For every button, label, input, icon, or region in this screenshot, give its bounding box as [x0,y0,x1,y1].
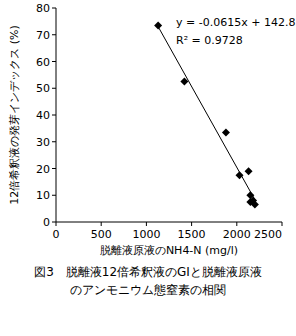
y-tick-label: 50 [36,82,50,95]
y-tick [52,8,56,9]
x-tick [191,222,192,226]
y-tick [52,34,56,35]
x-tick-label: 500 [91,228,112,241]
y-tick-label: 80 [36,2,50,15]
x-axis-label: 脱離液原液のNH4-N (mg/l) [100,244,238,257]
y-tick-label: 70 [36,29,50,42]
y-tick-label: 30 [36,136,50,149]
x-tick [146,222,147,226]
chart-svg: 0 10 20 30 40 50 60 70 80 0 500 1000 1500 20002500 y =… [0,0,296,336]
y-tick [52,115,56,116]
y-tick-label: 0 [43,216,50,229]
point [222,128,230,136]
plot-area [154,21,259,208]
y-tick-label: 20 [36,163,50,176]
y-tick [52,168,56,169]
x-tick-label: 2500 [254,228,282,241]
y-tick [52,141,56,142]
caption: 図3 脱離液12倍希釈液のGIと脱離液原液 [34,265,262,279]
x-tick-label: 1000 [132,228,160,241]
y-tick [52,61,56,62]
x-axis [56,222,282,223]
x-tick [56,222,57,226]
y-tick-label: 40 [36,109,50,122]
y-tick [52,88,56,89]
point [154,21,162,29]
y-tick-label: 60 [36,56,50,69]
point [251,201,259,209]
y-tick-label: 10 [36,189,50,202]
x-tick [101,222,102,226]
point [245,167,253,175]
x-tick-label: 1500 [178,228,206,241]
x-tick-label: 0 [53,228,60,241]
caption: のアンモニウム態窒素の相関 [70,283,226,297]
y-tick [52,222,56,223]
point [180,78,188,86]
r-squared: R² = 0.9728 [176,34,243,47]
chart-container: 0 10 20 30 40 50 60 70 80 0 500 1000 1500 20002500 y =… [0,0,296,336]
trendline [158,27,255,200]
x-tick-label: 2000 [223,228,251,241]
equation: y = -0.0615x + 142.83 [176,16,296,29]
point [236,171,244,179]
x-tick [236,222,237,226]
x-tick [282,222,283,226]
y-tick [52,195,56,196]
y-axis-label: 12倍希釈液の発芽インデックス (%) [8,25,21,205]
